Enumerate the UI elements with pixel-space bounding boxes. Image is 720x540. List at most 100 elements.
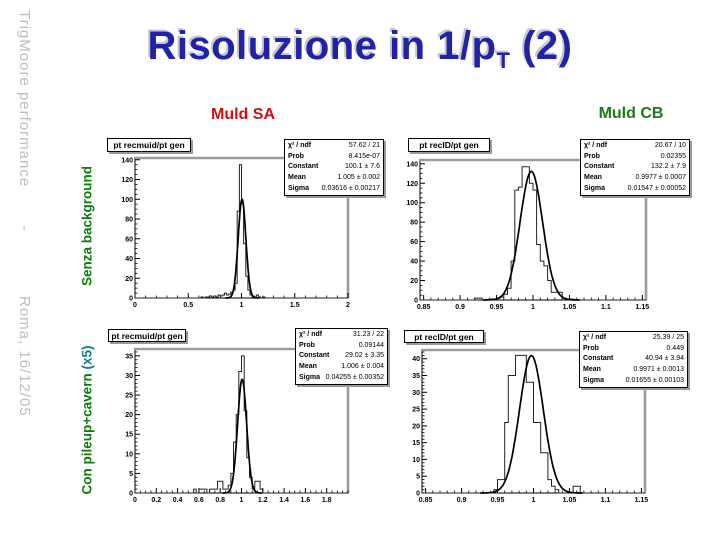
stat-value: 0.9977 ± 0.0007 bbox=[635, 174, 686, 182]
stat-row: Sigma 0.01655 ± 0.00103 bbox=[580, 376, 687, 386]
stat-label: Mean bbox=[584, 174, 602, 182]
plot-muld-sa-pileup-cavern: 0 0.2 0.4 0.6 0.8 1 1.2 1.4 1.6 1.8 0 5 10 15 20 25 30 35… bbox=[100, 320, 390, 514]
stat-row: χ² / ndf 57.62 / 21 bbox=[285, 141, 383, 151]
svg-text:40: 40 bbox=[412, 356, 420, 363]
svg-text:5: 5 bbox=[416, 474, 420, 481]
svg-text:1.15: 1.15 bbox=[635, 497, 649, 504]
svg-text:1.05: 1.05 bbox=[563, 497, 577, 504]
fit-stats-box: χ² / ndf 31.23 / 22 Prob 0.09144 Constant 29.… bbox=[295, 328, 388, 385]
footer-text-presentation: TrigMoore performance bbox=[16, 10, 33, 188]
stat-value: 57.62 / 21 bbox=[348, 142, 380, 150]
svg-text:0.85: 0.85 bbox=[417, 304, 431, 311]
svg-text:60: 60 bbox=[410, 239, 418, 246]
stat-label: χ² / ndf bbox=[584, 142, 608, 150]
slide-title: Risoluzione in 1/pT (2) bbox=[0, 24, 720, 74]
stat-value: 100.1 ± 7.6 bbox=[345, 163, 380, 171]
stat-row: χ² / ndf 25.39 / 25 bbox=[580, 333, 687, 343]
stat-value: 25.39 / 25 bbox=[652, 334, 684, 342]
stat-value: 0.03616 ± 0.00217 bbox=[321, 184, 380, 192]
plot-title: pt recmuid/pt gen bbox=[108, 329, 186, 342]
stat-value: 0.449 bbox=[666, 344, 684, 352]
stat-value: 40.94 ± 3.94 bbox=[645, 355, 684, 363]
plot-title: pt recID/pt gen bbox=[404, 330, 484, 343]
plot-muld-cb-senza-background: 0.85 0.9 0.95 1 1.05 1.1 1.15 0 20 40 60 80 100 120 14… bbox=[405, 136, 710, 311]
stat-value: 1.006 ± 0.004 bbox=[341, 363, 384, 371]
stat-row: Mean 0.9977 ± 0.0007 bbox=[581, 173, 689, 183]
slide-title-subscript: T bbox=[496, 48, 511, 73]
stat-label: Sigma bbox=[583, 376, 605, 384]
stat-row: Constant 100.1 ± 7.6 bbox=[285, 162, 383, 172]
fit-stats-box: χ² / ndf 25.39 / 25 Prob 0.449 Constant 40.94… bbox=[579, 331, 688, 388]
svg-text:35: 35 bbox=[125, 353, 133, 360]
row-label-pileup-text: Con pileup+cavern bbox=[79, 369, 95, 495]
stat-row: Prob 0.09144 bbox=[296, 341, 387, 351]
plot-title: pt recID/pt gen bbox=[408, 138, 490, 152]
svg-text:0.2: 0.2 bbox=[151, 497, 161, 504]
svg-text:35: 35 bbox=[412, 373, 420, 380]
svg-text:30: 30 bbox=[412, 390, 420, 397]
column-label-muld-sa: Muld SA bbox=[211, 106, 275, 123]
stat-row: Sigma 0.03616 ± 0.00217 bbox=[285, 184, 383, 194]
stat-row: Constant 29.02 ± 3.35 bbox=[296, 351, 387, 361]
stat-row: Mean 1.005 ± 0.002 bbox=[285, 173, 383, 183]
svg-text:0.95: 0.95 bbox=[491, 497, 505, 504]
svg-text:80: 80 bbox=[410, 220, 418, 227]
stat-label: Prob bbox=[299, 341, 315, 349]
stat-label: Constant bbox=[288, 163, 319, 171]
svg-text:140: 140 bbox=[406, 161, 418, 168]
svg-text:0: 0 bbox=[133, 302, 137, 309]
svg-text:0: 0 bbox=[129, 296, 133, 303]
svg-text:1.1: 1.1 bbox=[601, 497, 611, 504]
stat-row: Mean 0.9971 ± 0.0013 bbox=[580, 365, 687, 375]
svg-text:0: 0 bbox=[129, 491, 133, 498]
svg-text:0.4: 0.4 bbox=[173, 497, 183, 504]
svg-text:1.6: 1.6 bbox=[301, 497, 311, 504]
svg-text:20: 20 bbox=[412, 423, 420, 430]
row-label-senza-background: Senza background bbox=[80, 166, 95, 286]
svg-text:25: 25 bbox=[125, 393, 133, 400]
svg-text:30: 30 bbox=[125, 373, 133, 380]
stat-label: Constant bbox=[583, 355, 614, 363]
stat-value: 8.415e-07 bbox=[348, 152, 380, 160]
svg-text:0.9: 0.9 bbox=[457, 497, 467, 504]
svg-text:0.9: 0.9 bbox=[455, 304, 465, 311]
svg-text:0.85: 0.85 bbox=[419, 497, 433, 504]
stat-label: Prob bbox=[583, 344, 599, 352]
svg-text:0: 0 bbox=[416, 491, 420, 498]
stat-row: Constant 40.94 ± 3.94 bbox=[580, 354, 687, 364]
svg-text:100: 100 bbox=[406, 200, 418, 207]
stat-value: 29.02 ± 3.35 bbox=[345, 352, 384, 360]
stat-value: 0.01655 ± 0.00103 bbox=[625, 376, 684, 384]
stat-row: Mean 1.006 ± 0.004 bbox=[296, 362, 387, 372]
svg-text:0: 0 bbox=[133, 497, 137, 504]
stat-value: 132.2 ± 7.9 bbox=[651, 163, 686, 171]
column-label-muld-cb: Muld CB bbox=[598, 105, 664, 122]
svg-text:80: 80 bbox=[125, 217, 133, 224]
svg-text:0.6: 0.6 bbox=[194, 497, 204, 504]
fit-stats-box: χ² / ndf 57.62 / 21 Prob 8.415e-07 Constant 1… bbox=[284, 139, 384, 196]
svg-text:1.1: 1.1 bbox=[601, 304, 611, 311]
stat-row: Prob 8.415e-07 bbox=[285, 152, 383, 162]
stat-row: Constant 132.2 ± 7.9 bbox=[581, 162, 689, 172]
svg-text:15: 15 bbox=[412, 440, 420, 447]
stat-value: 31.23 / 22 bbox=[352, 331, 384, 339]
svg-text:2: 2 bbox=[346, 302, 350, 309]
stat-row: Prob 0.02355 bbox=[581, 152, 689, 162]
svg-text:10: 10 bbox=[412, 457, 420, 464]
stat-row: χ² / ndf 31.23 / 22 bbox=[296, 330, 387, 340]
stat-row: Sigma 0.04255 ± 0.00352 bbox=[296, 373, 387, 383]
svg-text:10: 10 bbox=[125, 451, 133, 458]
plot-muld-sa-senza-background: 0 0.5 1 1.5 2 0 20 40 60 80 100 120 140 pt recmuid/pt… bbox=[103, 136, 390, 309]
svg-text:120: 120 bbox=[121, 177, 133, 184]
svg-text:60: 60 bbox=[125, 236, 133, 243]
svg-text:1.4: 1.4 bbox=[279, 497, 289, 504]
svg-text:1: 1 bbox=[531, 304, 535, 311]
svg-text:0: 0 bbox=[414, 298, 418, 305]
svg-text:0.5: 0.5 bbox=[183, 302, 193, 309]
stat-label: χ² / ndf bbox=[299, 331, 323, 339]
row-label-x5-text: (x5) bbox=[79, 345, 95, 370]
stat-label: Constant bbox=[299, 352, 330, 360]
stat-value: 0.04255 ± 0.00352 bbox=[325, 373, 384, 381]
svg-text:40: 40 bbox=[125, 256, 133, 263]
svg-text:25: 25 bbox=[412, 407, 420, 414]
